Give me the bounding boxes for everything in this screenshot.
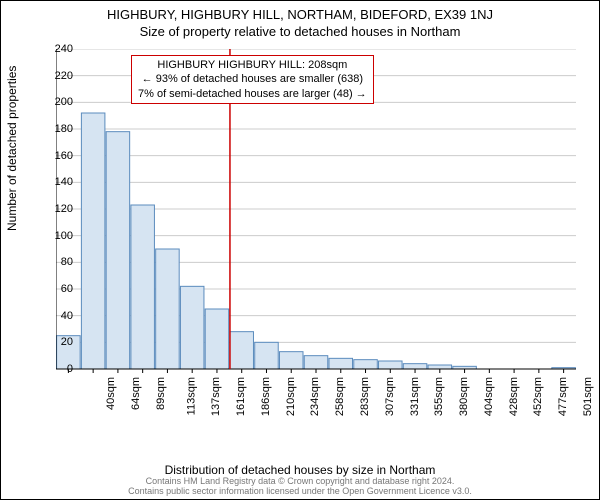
x-tick-label: 210sqm	[285, 377, 297, 416]
y-tick-label: 120	[43, 203, 73, 215]
x-tick-label: 404sqm	[483, 377, 495, 416]
annotation-box: HIGHBURY HIGHBURY HILL: 208sqm ← 93% of …	[131, 55, 374, 104]
bar	[428, 365, 452, 369]
chart-title: HIGHBURY, HIGHBURY HILL, NORTHAM, BIDEFO…	[1, 7, 599, 22]
x-tick-label: 355sqm	[433, 377, 445, 416]
y-tick-label: 200	[43, 96, 73, 108]
x-tick-label: 186sqm	[260, 377, 272, 416]
bar	[131, 205, 155, 369]
footnote-line2: Contains public sector information licen…	[1, 487, 599, 497]
y-axis-label: Number of detached properties	[5, 66, 19, 231]
x-tick-label: 307sqm	[384, 377, 396, 416]
x-tick-label: 380sqm	[458, 377, 470, 416]
x-tick-label: 331sqm	[409, 377, 421, 416]
chart-container: HIGHBURY, HIGHBURY HILL, NORTHAM, BIDEFO…	[0, 0, 600, 500]
y-tick-label: 160	[43, 150, 73, 162]
bar	[230, 332, 254, 369]
x-tick-label: 258sqm	[334, 377, 346, 416]
annotation-line1: HIGHBURY HIGHBURY HILL: 208sqm	[138, 58, 367, 72]
bar	[156, 249, 180, 369]
x-tick-label: 452sqm	[532, 377, 544, 416]
y-tick-label: 60	[43, 283, 73, 295]
x-tick-label: 501sqm	[582, 377, 594, 416]
y-tick-label: 220	[43, 70, 73, 82]
x-tick-label: 161sqm	[235, 377, 247, 416]
y-tick-label: 0	[43, 363, 73, 375]
bar	[403, 364, 427, 369]
x-tick-label: 113sqm	[185, 377, 197, 415]
x-tick-label: 283sqm	[359, 377, 371, 416]
bar	[81, 113, 105, 369]
footnote: Contains HM Land Registry data © Crown c…	[1, 477, 599, 497]
bar	[180, 286, 204, 369]
bar	[106, 132, 130, 369]
annotation-line3: 7% of semi-detached houses are larger (4…	[138, 87, 367, 101]
bar	[279, 352, 303, 369]
bar	[205, 309, 229, 369]
y-tick-label: 100	[43, 230, 73, 242]
bar	[329, 358, 353, 369]
x-tick-label: 64sqm	[130, 377, 142, 410]
y-tick-label: 140	[43, 176, 73, 188]
y-tick-label: 40	[43, 310, 73, 322]
chart-plot	[56, 49, 576, 419]
x-tick-label: 477sqm	[557, 377, 569, 416]
y-tick-label: 240	[43, 43, 73, 55]
bar	[379, 361, 403, 369]
y-tick-label: 20	[43, 336, 73, 348]
y-tick-label: 180	[43, 123, 73, 135]
x-tick-label: 40sqm	[105, 377, 117, 410]
bar	[255, 342, 279, 369]
x-tick-label: 137sqm	[211, 377, 223, 416]
y-tick-label: 80	[43, 256, 73, 268]
chart-subtitle: Size of property relative to detached ho…	[1, 24, 599, 39]
bar	[354, 360, 378, 369]
x-axis-label: Distribution of detached houses by size …	[1, 463, 599, 477]
annotation-line2: ← 93% of detached houses are smaller (63…	[138, 72, 367, 86]
x-tick-label: 234sqm	[310, 377, 322, 416]
x-tick-label: 89sqm	[155, 377, 167, 410]
bar	[304, 356, 328, 369]
x-tick-label: 428sqm	[508, 377, 520, 416]
